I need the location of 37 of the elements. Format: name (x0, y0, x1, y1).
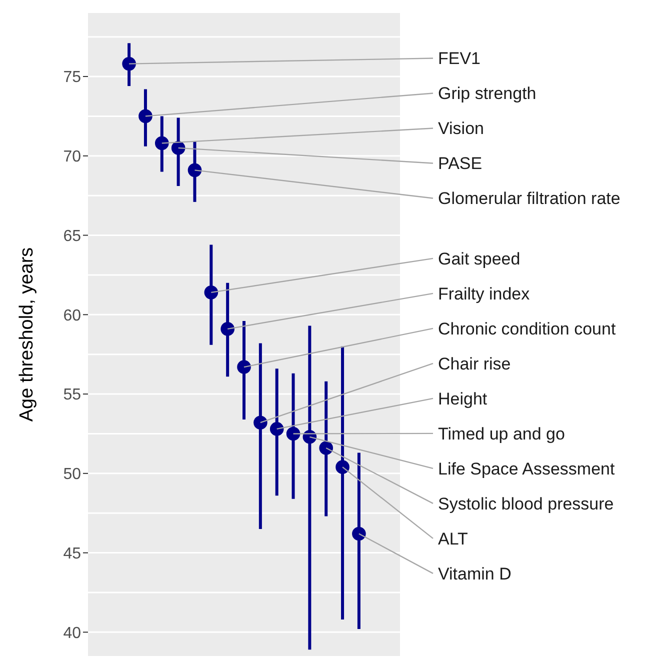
text: Grip strength (438, 84, 536, 104)
text: ALT (438, 529, 468, 548)
point (270, 422, 284, 436)
point (254, 416, 268, 430)
text: Vision (438, 119, 484, 138)
point (286, 426, 300, 441)
point (154, 136, 169, 150)
point (220, 322, 234, 336)
y-tick-label: 75 (63, 69, 82, 86)
text: Chair rise (438, 354, 511, 374)
text: Height (438, 389, 488, 408)
text: Systolic blood pressure (438, 494, 614, 514)
point (122, 56, 136, 71)
point (237, 360, 251, 374)
point (204, 286, 218, 300)
text: Frailty index (438, 284, 530, 304)
text: Life Space Assessment (438, 459, 615, 478)
y-tick-label: 70 (63, 148, 82, 166)
text: Glomerular filtration rate (438, 189, 620, 208)
y-tick-label: 40 (63, 624, 82, 642)
y-tick-label: 50 (63, 466, 82, 484)
point (319, 441, 334, 455)
point (336, 460, 350, 474)
point (188, 163, 202, 178)
text: Chronic condition count (438, 319, 616, 338)
y-tick-label: 45 (63, 545, 82, 562)
y-axis-title: Age threshold, years (16, 247, 38, 422)
text: Gait speed (438, 249, 520, 268)
text: Vitamin D (438, 564, 512, 584)
text: FEV1 (438, 49, 481, 68)
y-tick-label: 55 (63, 386, 82, 404)
y-tick-label: 65 (63, 228, 82, 245)
y-tick-label: 60 (63, 307, 82, 324)
text: PASE (438, 154, 482, 174)
point (352, 526, 366, 541)
point (138, 109, 152, 124)
text: Timed up and go (438, 424, 565, 444)
